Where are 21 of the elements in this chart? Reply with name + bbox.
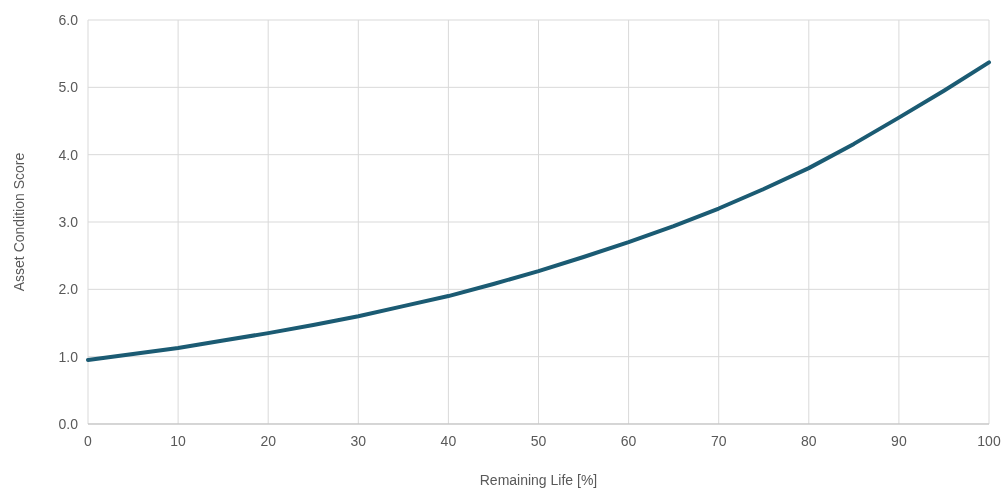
x-tick-label: 10 — [170, 433, 187, 449]
y-tick-label: 3.0 — [58, 213, 79, 230]
y-tick-label: 6.0 — [58, 11, 79, 28]
y-tick-label: 4.0 — [58, 146, 79, 163]
x-axis-title: Remaining Life [%] — [479, 472, 598, 488]
y-tick-label: 5.0 — [58, 79, 79, 96]
x-tick-label: 60 — [620, 433, 637, 449]
x-tick-label: 70 — [710, 433, 727, 449]
x-tick-label: 20 — [260, 433, 277, 449]
y-tick-label: 0.0 — [58, 415, 79, 432]
x-tick-label: 80 — [801, 433, 817, 449]
x-tick-label: 100 — [977, 433, 1001, 449]
x-tick-label: 30 — [350, 433, 367, 449]
x-tick-label: 50 — [530, 433, 547, 449]
x-tick-label: 40 — [440, 433, 457, 449]
y-axis-title: Asset Condition Score — [11, 152, 27, 292]
x-tick-label: 0 — [84, 433, 93, 449]
line-series — [86, 60, 991, 363]
y-tick-label: 1.0 — [58, 348, 79, 365]
y-tick-label: 2.0 — [58, 281, 79, 298]
x-tick-label: 90 — [891, 433, 907, 449]
